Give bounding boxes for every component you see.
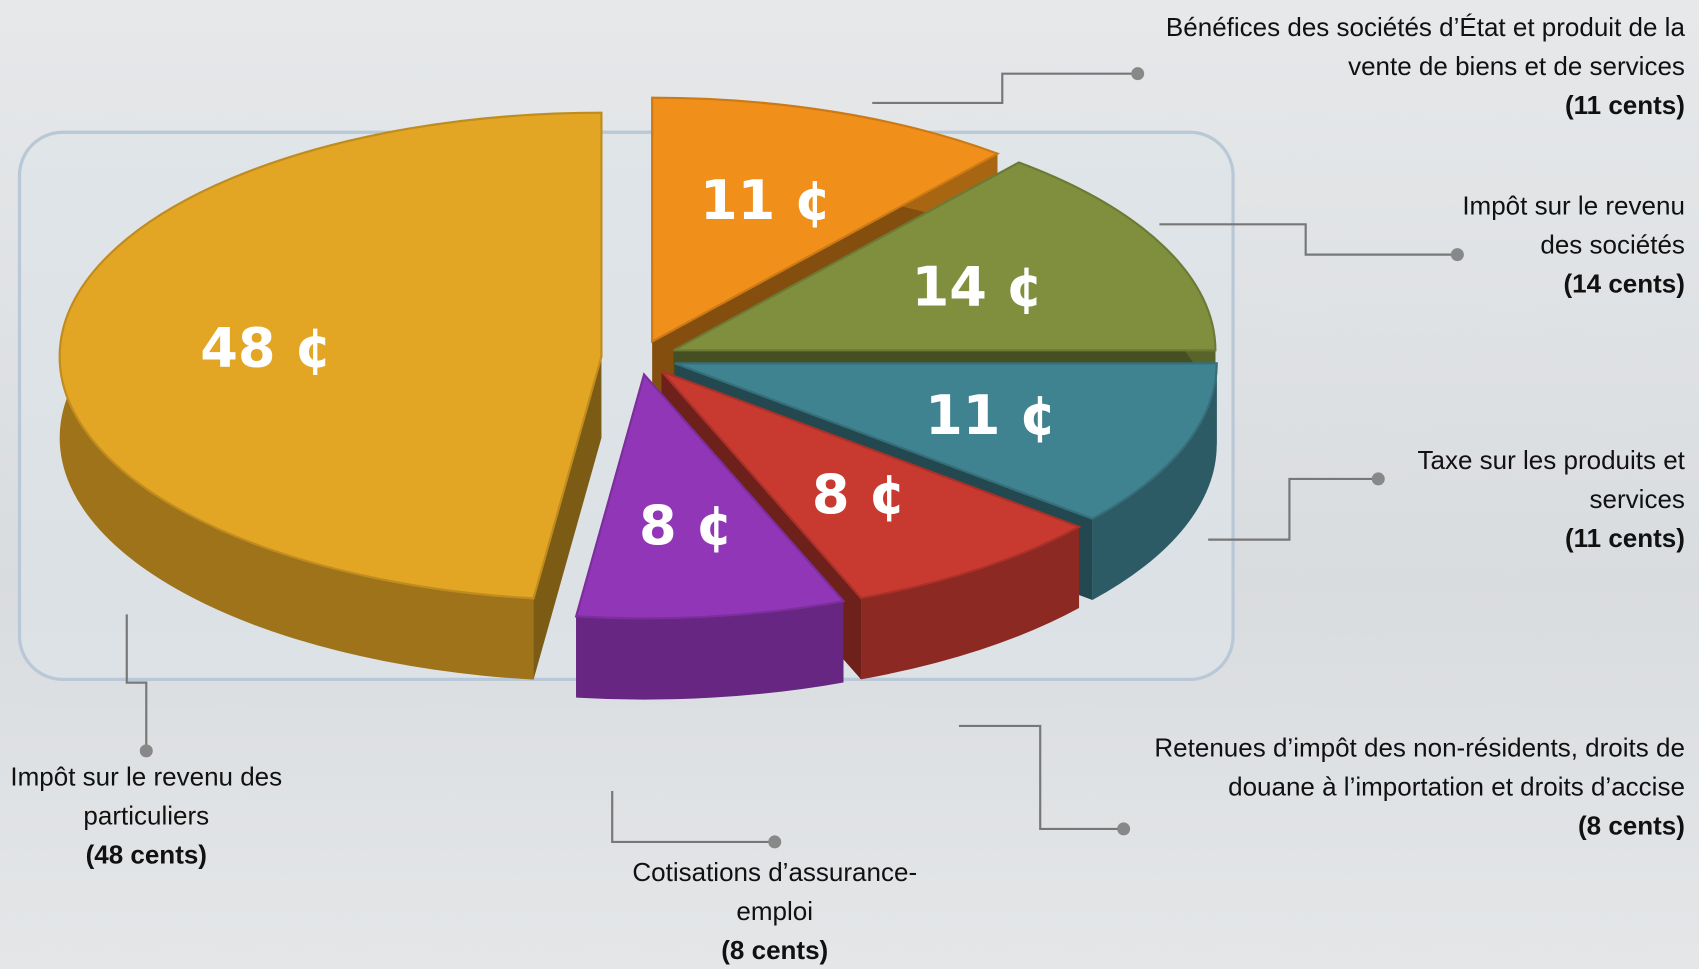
slice bbox=[58, 111, 603, 600]
category-label: Taxe sur les produits et services (11 cen… bbox=[1398, 442, 1685, 559]
leader-line bbox=[872, 72, 1138, 105]
category-name: Retenues d’impôt des non-résidents, droi… bbox=[1154, 733, 1685, 802]
category-label: Impôt sur le revenu des particuliers (48 … bbox=[0, 758, 298, 875]
leader-line bbox=[1208, 477, 1379, 541]
leader-dots bbox=[139, 67, 1464, 849]
category-label: Impôt sur le revenu des sociétés (14 cent… bbox=[1430, 187, 1685, 304]
leader-line bbox=[958, 724, 1124, 830]
value-label: 8 ¢ bbox=[812, 463, 906, 526]
category-name: Impôt sur le revenu des particuliers bbox=[10, 762, 283, 832]
amount-label: (8 cents) bbox=[1577, 811, 1685, 841]
value-label: 8 ¢ bbox=[639, 494, 733, 557]
slice-side bbox=[533, 356, 602, 680]
leader-lines bbox=[125, 72, 1458, 844]
amount-label: (11 cents) bbox=[1564, 524, 1685, 554]
value-label: 11 ¢ bbox=[700, 169, 832, 232]
leader-line bbox=[611, 790, 775, 844]
amount-label: (11 cents) bbox=[1564, 91, 1685, 121]
slice-side bbox=[861, 526, 1080, 680]
slice-side bbox=[1092, 363, 1217, 601]
leader-line bbox=[1159, 223, 1458, 256]
slice bbox=[651, 96, 1001, 344]
value-label: 48 ¢ bbox=[200, 317, 332, 380]
slice bbox=[674, 362, 1218, 520]
value-label: 14 ¢ bbox=[912, 255, 1044, 318]
slice-side bbox=[576, 601, 844, 700]
leader-dot bbox=[1371, 472, 1385, 486]
amount-label: (48 cents) bbox=[85, 840, 207, 871]
category-label: Bénéfices des sociétés d’État et produit… bbox=[1116, 9, 1685, 126]
category-label: Cotisations d’assurance-emploi (8 cents) bbox=[612, 854, 937, 969]
category-name: Taxe sur les produits et services bbox=[1417, 446, 1685, 515]
leader-line bbox=[125, 614, 148, 751]
category-name: Impôt sur le revenu des sociétés bbox=[1462, 191, 1685, 261]
category-label: Retenues d’impôt des non-résidents, droi… bbox=[1105, 729, 1685, 846]
slice bbox=[574, 372, 846, 620]
leader-dot bbox=[1450, 248, 1464, 262]
leader-dot bbox=[768, 835, 782, 849]
category-name: Cotisations d’assurance-emploi bbox=[632, 858, 918, 927]
amount-label: (8 cents) bbox=[721, 936, 829, 966]
leader-dot bbox=[139, 744, 153, 758]
category-name: Bénéfices des sociétés d’État et produit… bbox=[1165, 13, 1685, 82]
pie: 11 ¢ 14 ¢ 11 ¢ 8 ¢ 8 ¢ 48 ¢ bbox=[58, 96, 1218, 700]
slice bbox=[660, 370, 1082, 600]
leader-dot bbox=[1131, 67, 1145, 81]
slice bbox=[673, 161, 1217, 352]
leader-dot bbox=[1117, 822, 1131, 836]
value-label: 11 ¢ bbox=[925, 384, 1057, 447]
amount-label: (14 cents) bbox=[1563, 269, 1685, 300]
